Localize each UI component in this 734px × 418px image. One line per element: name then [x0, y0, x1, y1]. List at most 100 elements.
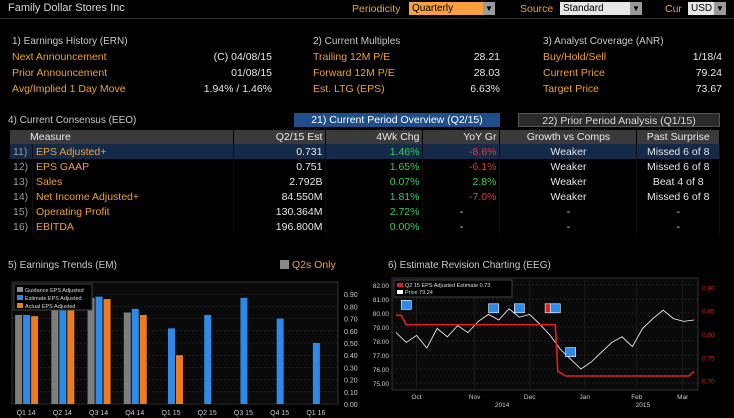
- periodicity-dropdown[interactable]: Quarterly: [409, 2, 483, 15]
- guidance-bar: [87, 297, 95, 404]
- revision-marker: [488, 303, 499, 314]
- col-yoy-gr[interactable]: YoY Gr: [422, 130, 501, 144]
- yoy-cell: -8.6%: [422, 144, 501, 159]
- col-growth-vs-comps[interactable]: Growth vs Comps: [499, 130, 638, 144]
- source-chevron-down-icon[interactable]: ▼: [630, 2, 642, 15]
- actual-bar: [67, 296, 75, 404]
- revision-marker: [400, 300, 412, 310]
- forward-pe-label: Forward 12M P/E: [313, 67, 395, 79]
- target-price-label: Target Price: [543, 83, 600, 95]
- earnings-trends-title[interactable]: 5) Earnings Trends (EM): [8, 260, 117, 271]
- estimate-cell: 0.731: [233, 144, 327, 159]
- actual-bar: [103, 299, 111, 404]
- currency-dropdown[interactable]: USD: [688, 2, 714, 15]
- legend-swatch: [397, 283, 403, 287]
- guidance-bar: [51, 296, 59, 404]
- x-tick-label: Q4 15: [270, 410, 289, 417]
- measure-cell[interactable]: EPS GAAP: [32, 159, 235, 174]
- surprise-cell: Missed 6 of 8: [636, 189, 720, 204]
- current-multiples-title[interactable]: 2) Current Multiples: [313, 36, 401, 47]
- y-left-tick-label: 79.00: [373, 325, 390, 332]
- table-row[interactable]: 16) EBITDA 196.800M 0.00% - - -: [10, 219, 720, 234]
- revision-marker: [514, 303, 525, 314]
- col-4wk-chg[interactable]: 4Wk Chg: [325, 130, 424, 144]
- estimate-bar: [276, 318, 284, 404]
- y-right-tick-label: 0.75: [702, 355, 715, 362]
- y-tick-label: 0.10: [344, 390, 358, 397]
- change-cell: 1.81%: [325, 189, 424, 204]
- avg-move-value: 1.94% / 1.46%: [203, 83, 272, 95]
- change-cell: 1.46%: [325, 144, 424, 159]
- measure-cell[interactable]: EPS Adjusted+: [32, 144, 235, 159]
- target-price-value: 73.67: [695, 83, 722, 95]
- tab-prior-period[interactable]: 22) Prior Period Analysis (Q1/15): [518, 113, 720, 127]
- estimate-cell: 84.550M: [233, 189, 327, 204]
- y-right-tick-label: 0.90: [702, 285, 715, 292]
- q2s-only-label: Q2s Only: [292, 259, 336, 271]
- earnings-trends-chart: 0.90 0.80 0.70 0.60 0.50 0.40 0.30 0.20 0.10 0.00…: [11, 281, 358, 417]
- forward-pe-value: 28.03: [473, 67, 500, 79]
- estimate-cell: 130.364M: [233, 204, 327, 219]
- y-tick-label: 0.60: [344, 329, 358, 336]
- table-row[interactable]: 13) Sales 2.792B 0.07% 2.8% Weaker Beat …: [10, 174, 720, 189]
- current-price-label: Current Price: [543, 67, 605, 79]
- security-title: Family Dollar Stores Inc: [8, 2, 125, 14]
- estimate-revision-title[interactable]: 6) Estimate Revision Charting (EEG): [388, 260, 551, 271]
- x-tick-label: Q3 14: [89, 410, 108, 417]
- col-past-surprise[interactable]: Past Surprise: [636, 130, 720, 144]
- table-row[interactable]: 14) Net Income Adjusted+ 84.550M 1.81% -…: [10, 189, 720, 204]
- source-dropdown[interactable]: Standard: [560, 2, 630, 15]
- y-left-tick-label: 82.00: [373, 283, 390, 290]
- estimate-cell: 196.800M: [233, 219, 327, 234]
- growth-cell: Weaker: [499, 144, 638, 159]
- measure-cell[interactable]: Net Income Adjusted+: [32, 189, 235, 204]
- change-cell: 2.72%: [325, 204, 424, 219]
- legend-swatch: [17, 287, 23, 292]
- x-tick-label: Q2 15: [198, 410, 217, 417]
- estimate-bar: [312, 343, 320, 404]
- currency-chevron-down-icon[interactable]: ▼: [714, 2, 726, 15]
- analyst-coverage-title[interactable]: 3) Analyst Coverage (ANR): [543, 36, 664, 47]
- periodicity-chevron-down-icon[interactable]: ▼: [483, 2, 495, 15]
- growth-cell: -: [499, 204, 638, 219]
- prior-announcement-value: 01/08/15: [231, 67, 272, 79]
- y-tick-label: 0.40: [344, 353, 358, 360]
- y-right-tick-label: 0.80: [702, 332, 715, 339]
- table-row[interactable]: 12) EPS GAAP 0.751 1.65% -6.1% Weaker Mi…: [10, 159, 720, 174]
- table-row[interactable]: 15) Operating Profit 130.364M 2.72% - - …: [10, 204, 720, 219]
- col-measure[interactable]: Measure: [10, 130, 235, 144]
- tab-current-period[interactable]: 21) Current Period Overview (Q2/15): [294, 113, 500, 127]
- col-est[interactable]: Q2/15 Est: [233, 130, 327, 144]
- y-left-tick-label: 75.00: [373, 381, 390, 388]
- current-price-value: 79.24: [695, 67, 722, 79]
- table-row[interactable]: 11) EPS Adjusted+ 0.731 1.46% -8.6% Weak…: [10, 144, 720, 159]
- x-tick-label: Mar: [677, 394, 689, 401]
- estimate-bar: [23, 314, 31, 404]
- surprise-cell: Beat 4 of 8: [636, 174, 720, 189]
- prior-announcement-label: Prior Announcement: [12, 67, 108, 79]
- next-announcement-value: (C) 04/08/15: [213, 51, 272, 63]
- growth-cell: Weaker: [499, 189, 638, 204]
- y-right-tick-label: 0.70: [702, 379, 715, 386]
- legend-swatch: [397, 290, 403, 294]
- row-number: 13): [10, 174, 33, 189]
- y-tick-label: 0.50: [344, 341, 358, 348]
- measure-cell[interactable]: Sales: [32, 174, 235, 189]
- y-tick-label: 0.20: [344, 378, 358, 385]
- top-bar: [0, 0, 734, 19]
- current-consensus-title[interactable]: 4) Current Consensus (EEO): [8, 115, 137, 126]
- measure-cell[interactable]: Operating Profit: [32, 204, 235, 219]
- q2s-only-checkbox[interactable]: [280, 260, 289, 269]
- estimate-bar: [204, 314, 212, 404]
- measure-cell[interactable]: EBITDA: [32, 219, 235, 234]
- x-tick-label: Oct: [411, 394, 421, 401]
- x-tick-label: Q4 14: [125, 410, 144, 417]
- source-label: Source: [520, 3, 554, 15]
- x-tick-label: Q1 15: [161, 410, 180, 417]
- estimate-bar: [131, 308, 139, 404]
- x-year-label: 2015: [636, 402, 651, 409]
- estimate-line: [396, 314, 695, 377]
- earnings-history-title[interactable]: 1) Earnings History (ERN): [12, 36, 128, 47]
- est-ltg-label: Est. LTG (EPS): [313, 83, 385, 95]
- legend-swatch: [17, 295, 23, 300]
